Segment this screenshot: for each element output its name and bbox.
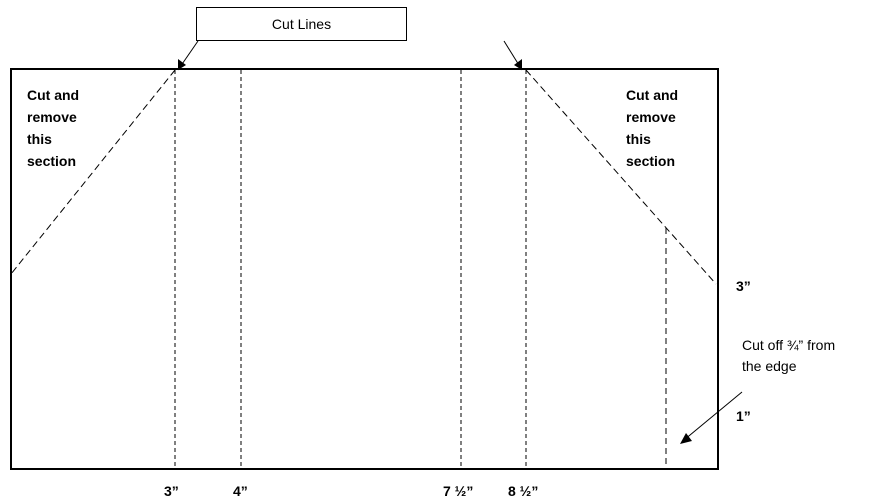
edge-note-line: the edge bbox=[742, 358, 797, 374]
right-note-line: remove bbox=[626, 109, 676, 125]
board-outline bbox=[10, 68, 719, 470]
bottom-mark-8-5in: 8 ½” bbox=[508, 483, 539, 499]
arrowhead-left bbox=[178, 59, 186, 70]
diagonal-cut-right bbox=[525, 69, 717, 285]
bottom-mark-3in: 3” bbox=[164, 483, 179, 499]
bottom-mark-4in: 4” bbox=[233, 483, 248, 499]
bottom-mark-7-5in: 7 ½” bbox=[443, 483, 474, 499]
left-note-line: section bbox=[27, 153, 77, 169]
edge-note-line: Cut off ¾” from bbox=[742, 337, 836, 353]
left-note-line: this bbox=[27, 131, 52, 147]
side-mark-3in: 3” bbox=[736, 278, 751, 294]
edge-note-arrow bbox=[683, 391, 743, 441]
left-note-line: Cut and bbox=[27, 87, 80, 103]
left-remove-note: Cut and remove this section bbox=[27, 84, 117, 172]
left-note-line: remove bbox=[27, 109, 77, 125]
edge-cut-note: Cut off ¾” from the edge bbox=[742, 335, 835, 377]
right-note-line: this bbox=[626, 131, 651, 147]
right-remove-note: Cut and remove this section bbox=[626, 84, 716, 172]
side-mark-1in: 1” bbox=[736, 408, 751, 424]
edge-note-arrowhead bbox=[680, 433, 692, 444]
arrowhead-right bbox=[514, 59, 522, 70]
right-note-line: Cut and bbox=[626, 87, 679, 103]
right-note-line: section bbox=[626, 153, 676, 169]
cut-lines-callout: Cut Lines bbox=[196, 7, 407, 41]
